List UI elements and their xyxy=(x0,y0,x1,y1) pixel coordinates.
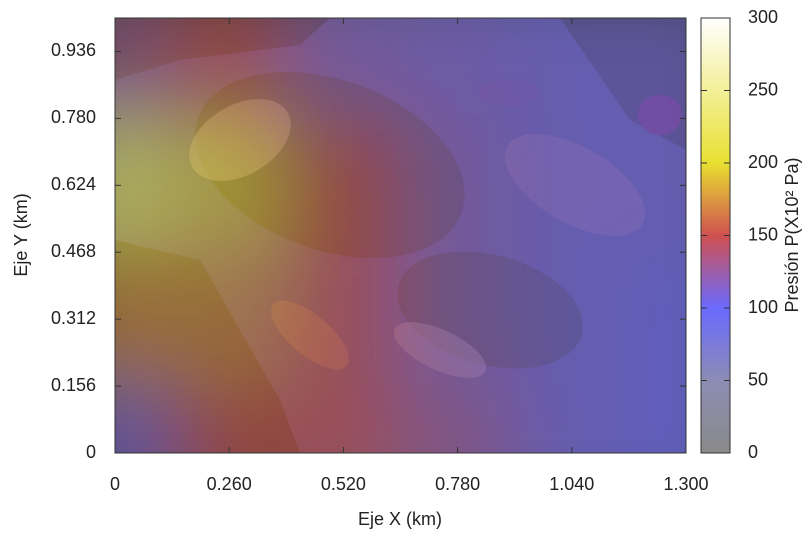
colorbar-tick-label: 100 xyxy=(748,297,778,317)
colorbar-tick-label: 50 xyxy=(748,369,768,389)
heatmap-cell xyxy=(172,118,286,252)
y-tick-label: 0.624 xyxy=(51,174,96,194)
colorbar-label: Presión P(X10² Pa) xyxy=(782,157,802,312)
heatmap-field xyxy=(58,0,743,520)
y-tick-label: 0.312 xyxy=(51,308,96,328)
colorbar-tick-label: 250 xyxy=(748,79,778,99)
colorbar-tick-label: 150 xyxy=(748,224,778,244)
y-tick-label: 0.936 xyxy=(51,40,96,60)
y-tick-label: 0.468 xyxy=(51,241,96,261)
heatmap-cell xyxy=(286,118,400,252)
x-tick-label: 0.780 xyxy=(435,474,480,494)
heatmap-cell xyxy=(401,118,515,252)
colorbar-tick-label: 300 xyxy=(748,7,778,27)
chart: Eje X (km) Eje Y (km) Presión P(X10² Pa)… xyxy=(0,0,804,532)
y-tick-label: 0.156 xyxy=(51,375,96,395)
heatmap-cell xyxy=(515,252,629,386)
x-axis-label: Eje X (km) xyxy=(358,509,442,529)
colorbar-tick-label: 200 xyxy=(748,152,778,172)
heatmap-cell xyxy=(515,118,629,252)
y-tick-label: 0 xyxy=(86,442,96,462)
heatmap-cell xyxy=(286,252,400,386)
x-tick-label: 1.040 xyxy=(549,474,594,494)
y-axis-label: Eje Y (km) xyxy=(11,193,31,276)
x-tick-label: 0.520 xyxy=(321,474,366,494)
x-tick-label: 0 xyxy=(110,474,120,494)
colorbar-tick-label: 0 xyxy=(748,442,758,462)
heatmap-cell xyxy=(172,252,286,386)
heatmap-cell xyxy=(401,252,515,386)
x-tick-label: 1.300 xyxy=(663,474,708,494)
y-tick-label: 0.780 xyxy=(51,107,96,127)
x-tick-label: 0.260 xyxy=(207,474,252,494)
